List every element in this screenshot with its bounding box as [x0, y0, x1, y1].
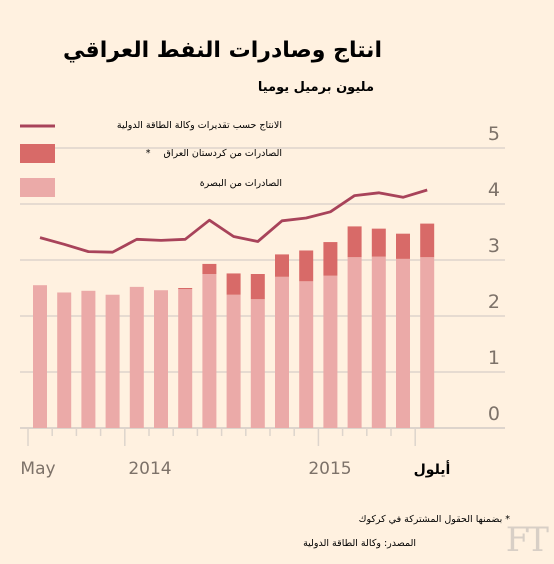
bar-kurdistan-12 [323, 242, 338, 276]
footnote: * بضمنها الحقول المشتركة في كركوك [358, 514, 510, 525]
x-tick-label-0: May [20, 459, 55, 479]
x-tick-label-3: أيلول [414, 460, 451, 478]
legend-swatch-kurdistan [20, 144, 55, 163]
bar-basra-8 [226, 294, 241, 428]
legend-swatch-basra [20, 178, 55, 197]
legend-label-production: الانتاج حسب تقديرات وكالة الطاقة الدولية [116, 120, 282, 131]
bars [33, 223, 435, 428]
legend-swatches [20, 124, 55, 197]
bar-kurdistan-6 [178, 288, 193, 290]
bar-basra-2 [81, 290, 96, 428]
bar-basra-5 [154, 290, 168, 428]
bar-basra-3 [105, 294, 120, 428]
legend-label-kurdistan: الصادرات من كردستان العراق * [146, 148, 282, 159]
x-tick-label-1: 2014 [128, 459, 171, 479]
y-tick-label-5: 5 [488, 123, 500, 145]
production-line-group [39, 188, 428, 254]
bar-basra-4 [129, 286, 144, 428]
y-tick-label-2: 2 [488, 291, 500, 313]
bar-kurdistan-7 [202, 263, 217, 274]
bar-basra-0 [33, 285, 47, 428]
legend-label-basra: الصادرات من البصرة [199, 178, 282, 189]
production-line [39, 188, 428, 254]
y-tick-label-3: 3 [488, 235, 500, 257]
bar-kurdistan-13 [347, 226, 362, 258]
chart-subtitle: مليون برميل يوميا [257, 80, 374, 95]
legend-label-kurdistan-text: الصادرات من كردستان العراق [163, 148, 282, 159]
legend-label-kurdistan-marker: * [145, 148, 151, 159]
x-axis: May 2014 2015 أيلول [20, 428, 450, 479]
bar-kurdistan-15 [396, 233, 410, 259]
bar-kurdistan-16 [420, 223, 435, 258]
bar-basra-14 [371, 256, 386, 428]
bar-basra-10 [275, 276, 289, 428]
source-note: المصدر: وكالة الطاقة الدولية [303, 538, 416, 549]
bar-basra-1 [57, 292, 72, 428]
bar-basra-6 [178, 289, 193, 428]
bar-kurdistan-14 [371, 228, 386, 257]
bar-basra-12 [323, 275, 338, 428]
y-tick-label-4: 4 [488, 179, 500, 201]
chart-title: انتاج وصادرات النفط العراقي [63, 38, 382, 63]
bar-basra-11 [299, 281, 314, 428]
bar-basra-16 [420, 257, 435, 428]
x-tick-label-2: 2015 [308, 459, 351, 479]
bar-basra-13 [347, 257, 362, 428]
y-tick-label-0: 0 [488, 403, 500, 425]
bar-basra-15 [396, 258, 410, 428]
bar-kurdistan-8 [226, 273, 241, 295]
ft-watermark: FT [505, 520, 549, 560]
bar-kurdistan-10 [275, 254, 289, 277]
bar-kurdistan-11 [299, 250, 314, 282]
y-tick-label-1: 1 [488, 347, 500, 369]
bar-kurdistan-9 [250, 274, 265, 300]
bar-basra-7 [202, 274, 217, 428]
y-tick-labels: 0 1 2 3 4 5 [488, 123, 500, 425]
bar-basra-9 [250, 299, 265, 428]
